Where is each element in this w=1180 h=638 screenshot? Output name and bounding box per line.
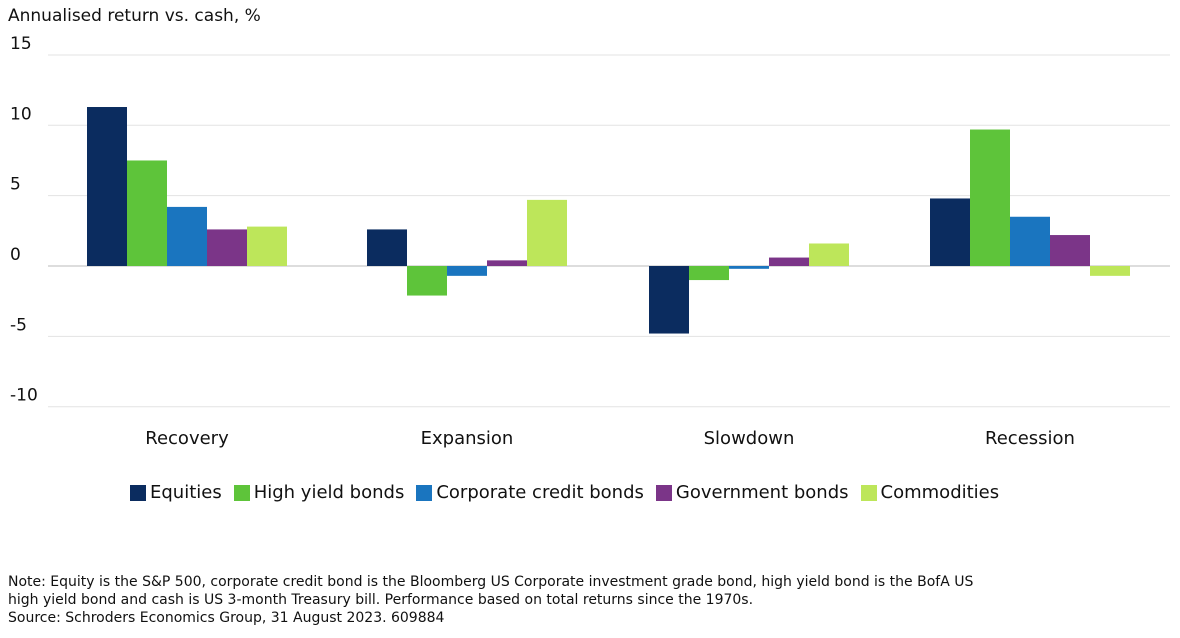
bar-recovery-government-bonds — [207, 229, 247, 266]
note-line-2: high yield bond and cash is US 3-month T… — [8, 592, 754, 608]
bar-recession-commodities — [1090, 266, 1130, 276]
bar-recession-government-bonds — [1050, 235, 1090, 266]
bar-expansion-commodities — [527, 199, 567, 266]
footnote: Note: Equity is the S&P 500, corporate c… — [8, 573, 973, 627]
legend-swatch — [130, 484, 146, 501]
legend-item: High yield bonds — [233, 482, 405, 503]
legend-swatch — [233, 484, 250, 501]
bar-recession-high-yield-bonds — [970, 129, 1010, 266]
note-line-1: Note: Equity is the S&P 500, corporate c… — [8, 574, 974, 590]
bar-expansion-high-yield-bonds — [407, 266, 447, 296]
legend-item: Government bonds — [655, 482, 849, 503]
bar-slowdown-corporate-credit-bonds — [729, 266, 769, 269]
chart-title: Annualised return vs. cash, % — [8, 6, 261, 26]
plot-area: 15 10 5 0 -5 -10 Recovery Expansion Slowdown Rece… — [10, 34, 1170, 449]
y-tick-label: -5 — [10, 315, 27, 335]
bar-slowdown-equities — [649, 266, 689, 334]
x-tick-label: Expansion — [421, 428, 514, 449]
bar-recession-equities — [930, 198, 970, 266]
legend-label: Commodities — [880, 482, 1000, 503]
bar-slowdown-government-bonds — [769, 257, 809, 266]
x-tick-label: Recovery — [145, 428, 229, 449]
legend-label: High yield bonds — [253, 482, 405, 503]
y-tick-label: 0 — [10, 245, 21, 265]
legend-item: Commodities — [860, 482, 1000, 503]
y-tick-label: 10 — [10, 104, 32, 124]
bar-recovery-corporate-credit-bonds — [167, 206, 207, 266]
x-tick-label: Recession — [985, 428, 1075, 449]
x-tick-label: Slowdown — [704, 428, 795, 449]
legend-swatch — [860, 484, 877, 501]
legend-label: Government bonds — [675, 482, 849, 503]
note-line-3: Source: Schroders Economics Group, 31 Au… — [8, 610, 445, 626]
legend-label: Corporate credit bonds — [436, 482, 644, 503]
legend-item: Equities — [130, 482, 222, 503]
bar-expansion-equities — [367, 229, 407, 266]
bar-recession-corporate-credit-bonds — [1010, 216, 1050, 266]
legend-swatch — [416, 484, 433, 501]
legend-label: Equities — [150, 482, 222, 503]
y-tick-label: -10 — [10, 386, 38, 406]
bar-recovery-high-yield-bonds — [127, 160, 167, 266]
y-tick-label: 5 — [10, 175, 21, 195]
bar-recovery-equities — [87, 107, 127, 266]
bar-slowdown-commodities — [809, 243, 849, 266]
legend: Equities High yield bonds Corporate credit… — [130, 482, 999, 503]
legend-swatch — [655, 484, 672, 501]
bar-expansion-government-bonds — [487, 260, 527, 266]
bar-recovery-commodities — [247, 226, 287, 266]
bar-slowdown-high-yield-bonds — [689, 266, 729, 281]
y-tick-label: 15 — [10, 34, 32, 54]
bar-expansion-corporate-credit-bonds — [447, 266, 487, 276]
legend-item: Corporate credit bonds — [416, 482, 644, 503]
